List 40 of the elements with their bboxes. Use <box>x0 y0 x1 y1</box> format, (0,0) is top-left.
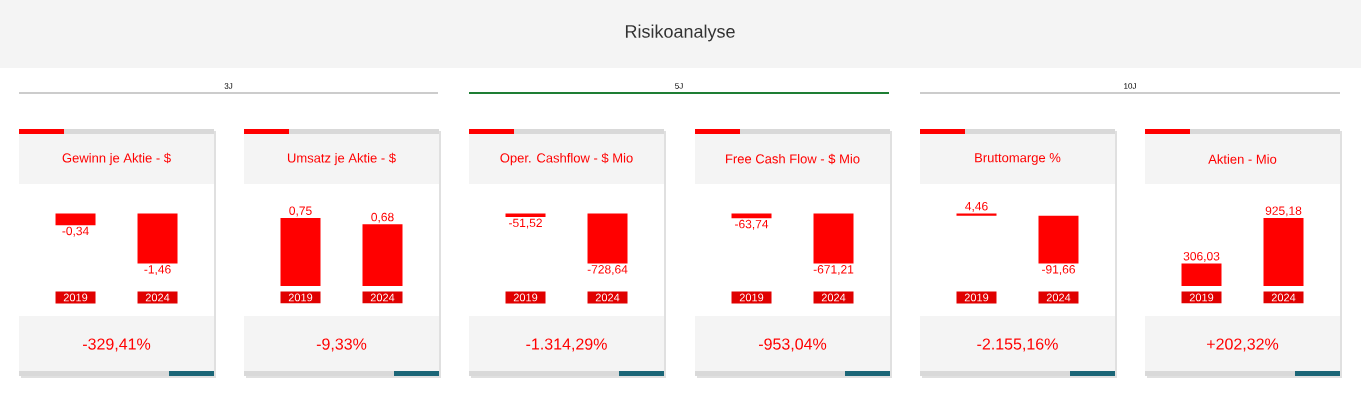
text: 10J <box>1124 83 1136 89</box>
text: 3J <box>224 83 233 89</box>
data-label: -671,21 <box>813 265 854 275</box>
x-tick-label: 2019 <box>739 293 764 302</box>
x-tick-label: 2024 <box>821 293 846 302</box>
data-label: 925,18 <box>1265 206 1302 217</box>
data-label: -0,34 <box>62 226 89 237</box>
x-tick-label: 2024 <box>1046 293 1071 302</box>
text: Risikoanalyse <box>625 24 735 42</box>
chart-title: Bruttomarge % <box>975 153 1061 165</box>
text: -9,33% <box>316 338 367 352</box>
data-label: -63,74 <box>735 219 769 230</box>
x-tick-label: 2019 <box>1189 293 1214 302</box>
x-tick-label: 2024 <box>1271 293 1296 302</box>
data-label: -91,66 <box>1042 265 1075 275</box>
data-label: -728,64 <box>587 265 628 275</box>
data-label: 306,03 <box>1183 251 1220 262</box>
chart-title: Aktien - Mio <box>1208 154 1277 164</box>
x-tick-label: 2024 <box>595 293 620 302</box>
text: -2.155,16% <box>977 338 1058 352</box>
data-label: -51,52 <box>509 218 542 229</box>
chart-title: Oper. Cashflow - $ Mio <box>500 152 633 166</box>
x-tick-label: 2019 <box>63 293 88 302</box>
x-tick-label: 2019 <box>964 293 989 302</box>
data-label: 0,75 <box>289 206 312 217</box>
x-tick-label: 2019 <box>513 293 538 302</box>
data-label: 0,68 <box>371 212 394 223</box>
text: -1.314,29% <box>526 338 607 352</box>
x-tick-label: 2019 <box>288 293 313 302</box>
x-tick-label: 2024 <box>370 293 395 302</box>
data-label: 4,46 <box>965 201 988 212</box>
text: +202,32% <box>1207 338 1279 352</box>
chart-title: Free Cash Flow - $ Mio <box>726 153 860 165</box>
text: -329,41% <box>82 338 151 352</box>
chart-title: Umsatz je Aktie - $ <box>287 152 396 166</box>
chart-title: Gewinn je Aktie - $ <box>62 152 171 166</box>
text: -953,04% <box>758 338 827 352</box>
text: 5J <box>675 83 683 89</box>
data-label: -1,46 <box>144 265 171 275</box>
x-tick-label: 2024 <box>145 293 170 302</box>
